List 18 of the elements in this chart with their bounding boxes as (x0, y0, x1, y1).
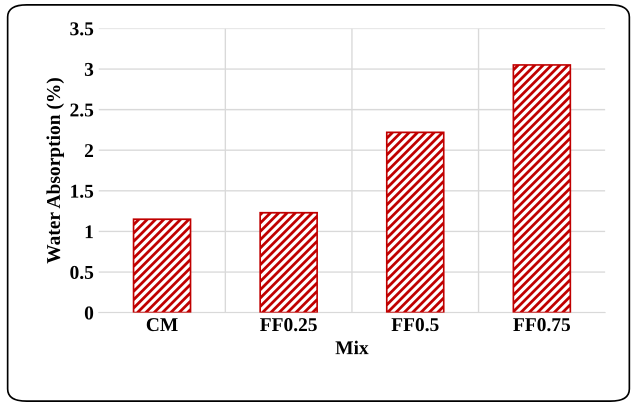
bar (132, 218, 192, 313)
x-axis-title: Mix (336, 340, 369, 354)
y-tick-label: 3 (84, 62, 94, 76)
bar (259, 212, 318, 313)
bar (512, 64, 572, 313)
x-tick-label: CM (146, 318, 178, 332)
y-tick-label: 0 (84, 306, 94, 320)
y-tick-label: 2.5 (70, 103, 94, 117)
x-tick-label: FF0.75 (513, 318, 570, 332)
y-tick-label: 1.5 (71, 184, 94, 198)
y-tick-label: 3.5 (70, 22, 94, 36)
x-tick-label: FF0.5 (392, 318, 439, 332)
y-tick-label: 0.5 (70, 266, 94, 280)
y-tick-label: 2 (84, 144, 94, 157)
bar (386, 132, 445, 313)
x-tick-label: FF0.25 (260, 318, 317, 332)
y-tick-label: 1 (86, 225, 93, 238)
y-axis-title: Water Absorption (%) (46, 78, 64, 264)
